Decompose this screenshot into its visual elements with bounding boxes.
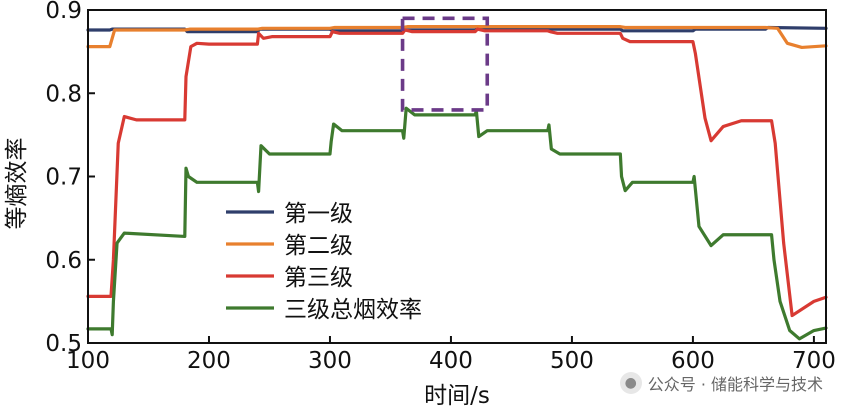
x-tick-label: 400 xyxy=(429,348,473,374)
x-tick-label: 500 xyxy=(550,348,594,374)
x-tick-label: 200 xyxy=(187,348,231,374)
highlight-group xyxy=(400,16,490,112)
series-line-4 xyxy=(86,106,828,341)
watermark-text: 公众号 · 储能科学与技术 xyxy=(647,375,823,394)
y-axis-label: 等熵效率 xyxy=(4,138,30,230)
x-tick-label: 100 xyxy=(66,348,110,374)
series-group xyxy=(86,25,828,341)
legend-label-3: 第三级 xyxy=(284,265,353,291)
plot-frame xyxy=(87,9,827,344)
legend-label-4: 三级总烟效率 xyxy=(284,297,422,323)
x-axis-label: 时间/s xyxy=(424,383,490,409)
y-tick-label: 0.7 xyxy=(45,165,82,191)
series-line-3 xyxy=(86,27,828,318)
legend-label-1: 第一级 xyxy=(284,201,353,227)
y-tick-label: 0.5 xyxy=(45,331,82,357)
wechat-icon: ● xyxy=(619,372,642,394)
x-tick-label: 600 xyxy=(671,348,715,374)
y-tick-label: 0.6 xyxy=(45,248,82,274)
highlight-box xyxy=(400,16,490,112)
x-tick-label: 300 xyxy=(308,348,352,374)
watermark: ● 公众号 · 储能科学与技术 xyxy=(619,369,823,397)
plot-area: 100 200 300 400 500 600 700 0.5 0.6 0.7 0.8 0.9 第一级… xyxy=(45,0,835,374)
y-tick-label: 0.9 xyxy=(45,0,82,24)
legend-label-2: 第二级 xyxy=(284,233,353,259)
x-tick-label: 700 xyxy=(792,348,836,374)
series-line-2 xyxy=(86,25,828,50)
y-tick-label: 0.8 xyxy=(45,81,82,107)
tick-group: 100 200 300 400 500 600 700 0.5 0.6 0.7 0.8 0.9 xyxy=(45,0,835,374)
